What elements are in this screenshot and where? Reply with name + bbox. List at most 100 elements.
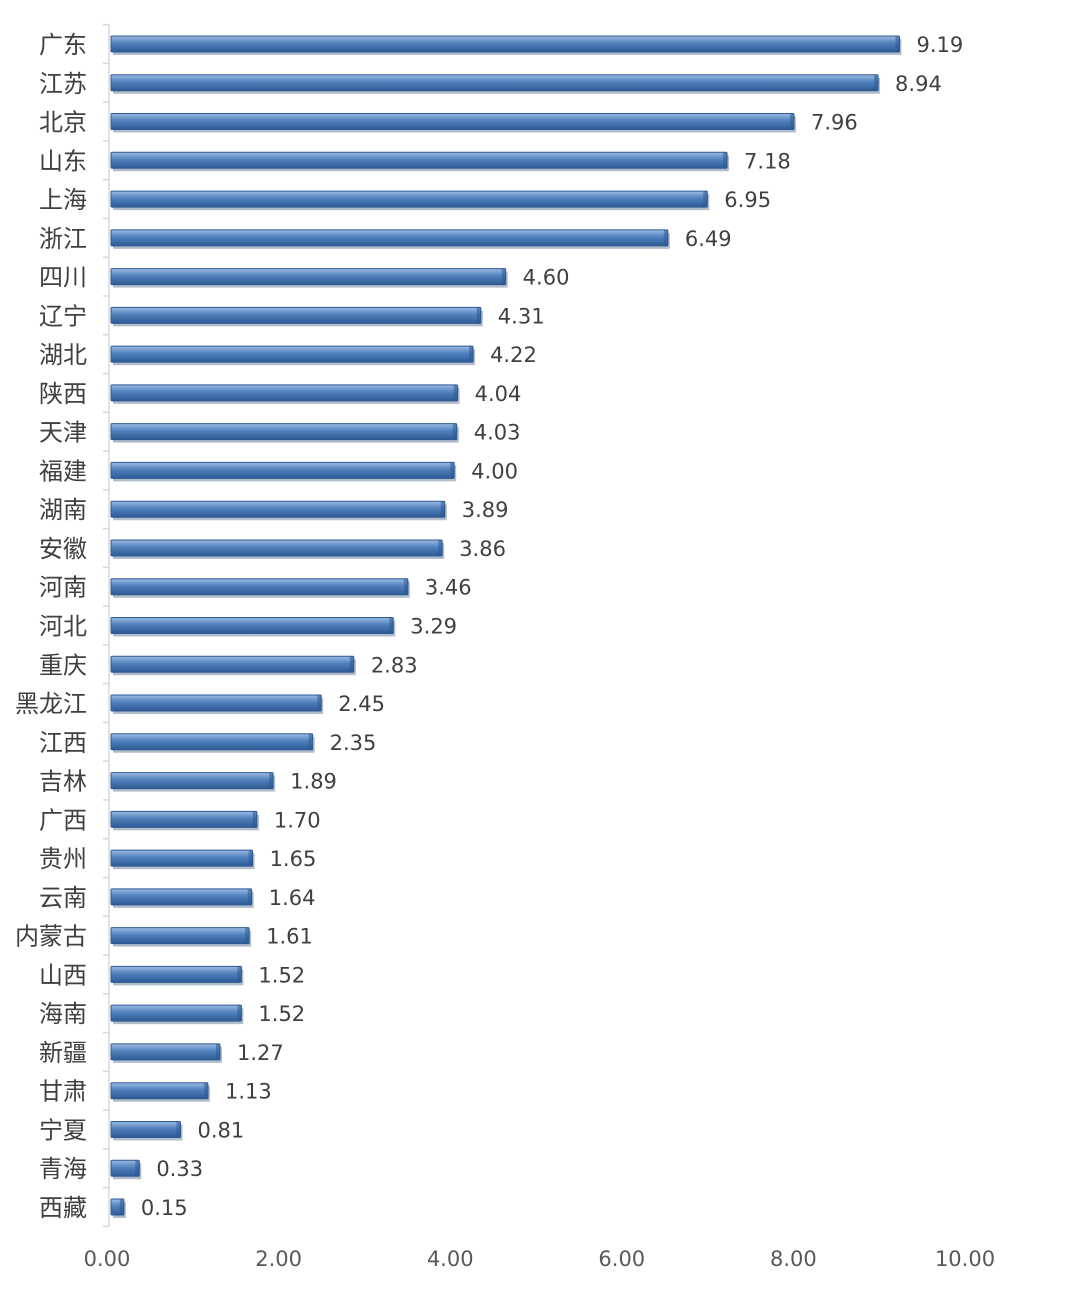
bar-end-cap [203,1082,208,1099]
bar-3 [110,113,795,131]
bar-2 [110,74,879,92]
bar-19 [110,733,314,751]
bar-13 [110,500,446,518]
bar-end-cap [248,850,253,867]
bar-end-cap [135,1160,140,1177]
bar-end-cap [317,695,322,712]
bar-end-cap [389,617,394,634]
value-label: 1.61 [266,925,313,949]
x-tick-labels: 0.00 2.00 4.00 6.00 8.00 10.00 [84,1247,995,1271]
bars [110,35,902,1218]
value-label: 2.83 [371,653,418,677]
bar-end-cap [895,36,900,52]
value-label: 1.27 [237,1041,284,1065]
bar-end-cap [237,966,242,983]
bar-end-cap [252,811,257,828]
category-label: 四川 [39,264,87,292]
x-tick-label: 6.00 [598,1247,645,1271]
bar-end-cap [237,1005,242,1022]
bar-end-cap [176,1121,181,1138]
category-label: 江苏 [39,70,87,98]
bar-14 [110,539,443,557]
value-label: 7.18 [744,149,791,173]
bar-24 [110,927,250,945]
category-label: 北京 [39,109,87,137]
value-label: 2.45 [338,692,385,716]
bar-end-cap [245,927,250,944]
bar-end-cap [440,501,445,518]
bar-end-cap [452,423,457,440]
category-label: 重庆 [39,651,87,679]
category-labels: 广东江苏北京山东上海浙江四川辽宁湖北陕西天津福建湖南安徽河南河北重庆黑龙江江西吉… [15,31,87,1222]
x-tick-label: 2.00 [255,1247,302,1271]
bar-8 [110,306,482,324]
category-label: 贵州 [39,845,87,873]
value-label: 3.29 [410,615,457,639]
value-label: 0.81 [197,1118,244,1142]
category-label: 新疆 [39,1039,87,1067]
category-label: 湖南 [39,496,87,524]
category-label: 青海 [39,1155,87,1183]
category-label: 西藏 [39,1194,87,1222]
category-label: 吉林 [39,768,87,796]
bar-end-cap [215,1043,220,1060]
bar-29 [110,1120,181,1138]
bar-11 [110,423,458,441]
bar-end-cap [453,384,458,401]
bar-end-cap [438,539,443,556]
bar-end-cap [469,346,474,363]
category-label: 陕西 [39,380,87,408]
bar-end-cap [501,268,506,285]
value-label: 4.00 [471,459,518,483]
bar-end-cap [476,307,481,324]
value-labels: 9.19 8.94 7.96 7.18 6.95 6.49 4.60 4.31 4.22 4.04… [141,33,963,1220]
bar-end-cap [308,733,313,750]
bar-16 [110,617,394,634]
bar-end-cap [403,578,408,595]
value-label: 4.31 [498,304,545,328]
bar-22 [110,849,254,867]
value-label: 4.04 [475,382,522,406]
category-label: 山西 [39,961,87,989]
category-label: 安徽 [39,535,87,563]
x-tick-label: 8.00 [770,1247,817,1271]
category-label: 江西 [39,729,87,757]
category-label: 福建 [39,457,87,485]
bar-20 [110,772,274,790]
bar-end-cap [269,772,274,789]
value-label: 1.70 [274,808,321,832]
bar-10 [110,384,459,402]
value-label: 3.89 [462,498,509,522]
category-label: 辽宁 [39,302,87,330]
value-label: 6.95 [724,188,771,212]
bar-7 [110,268,507,286]
category-label: 河北 [39,613,87,641]
bar-end-cap [874,74,879,91]
value-label: 3.86 [459,537,506,561]
category-label: 河南 [39,574,87,602]
value-label: 1.52 [258,963,305,987]
bar-end-cap [349,656,354,673]
value-label: 9.19 [917,33,964,57]
value-label: 1.89 [290,770,337,794]
bar-end-cap [723,152,728,169]
category-label: 海南 [39,1000,87,1028]
category-label: 天津 [39,419,87,447]
category-label: 湖北 [39,341,87,369]
bar-30 [110,1159,140,1177]
value-label: 1.65 [270,847,317,871]
x-tick-label: 10.00 [935,1247,995,1271]
bar-end-cap [789,113,794,130]
bar-6 [110,229,669,247]
bar-23 [110,888,253,906]
category-label: 宁夏 [39,1116,87,1144]
bar-end-cap [247,888,252,905]
bar-1 [110,35,901,53]
category-label: 云南 [39,884,87,912]
bar-25 [110,965,242,983]
bar-12 [110,461,455,479]
bar-end-cap [119,1199,124,1215]
value-label: 6.49 [685,227,732,251]
bar-9 [110,345,474,363]
